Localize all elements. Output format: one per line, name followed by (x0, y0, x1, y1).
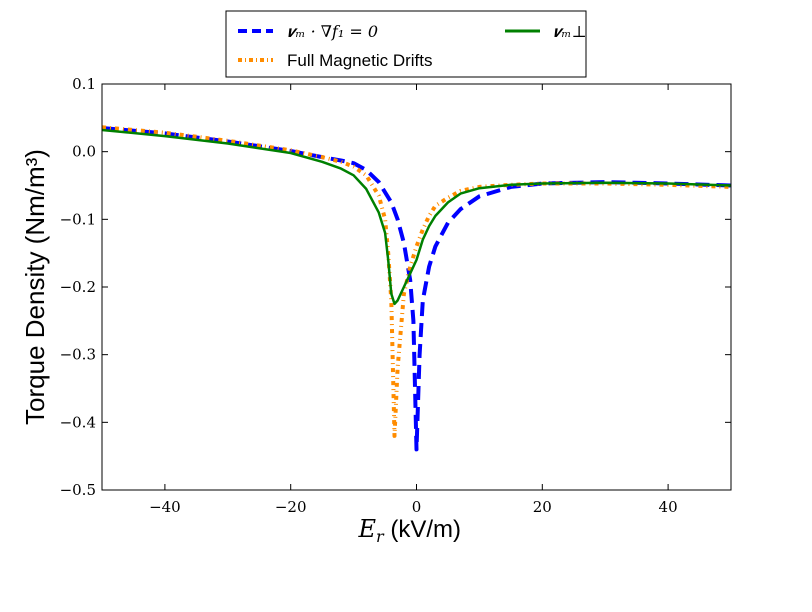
y-tick-label: −0.2 (60, 278, 96, 296)
series-line-1 (102, 125, 731, 438)
y-tick-label: −0.5 (60, 481, 96, 499)
y-tick-label: −0.4 (60, 413, 96, 431)
legend: 𝒗ₘ · ∇f₁ = 0 Full Magnetic Drifts 𝒗ₘ⊥ (225, 10, 587, 78)
y-axis-label: Torque Density (Nm/m³) (20, 149, 50, 425)
series-line-2 (102, 128, 731, 306)
legend-label-0: 𝒗ₘ · ∇f₁ = 0 (287, 22, 378, 41)
legend-label-2: 𝒗ₘ⊥ (553, 22, 587, 41)
x-tick-label: −20 (275, 498, 307, 516)
x-tick-label: 20 (533, 498, 552, 516)
y-tick-label: 0.1 (72, 75, 96, 93)
y-tick-label: −0.1 (60, 210, 96, 228)
x-tick-label: 0 (412, 498, 422, 516)
legend-label-1: Full Magnetic Drifts (287, 51, 432, 70)
y-tick-label: −0.3 (60, 346, 96, 364)
x-axis-label-unit: (kV/m) (384, 516, 461, 543)
x-axis-label-sub: r (376, 527, 385, 546)
x-axis-label: Er (kV/m) (358, 515, 462, 546)
x-axis-label-var: E (358, 515, 377, 543)
plot-area (102, 125, 731, 452)
axes: −40 −20 0 20 40 0.1 0.0 −0.1 −0.2 −0.3 −0.4 −0.5 (60, 75, 732, 516)
x-tick-label: −40 (149, 498, 181, 516)
legend-frame (225, 10, 587, 78)
y-tick-label: 0.0 (72, 143, 96, 161)
series-line-0 (102, 126, 731, 452)
x-tick-label: 40 (659, 498, 678, 516)
